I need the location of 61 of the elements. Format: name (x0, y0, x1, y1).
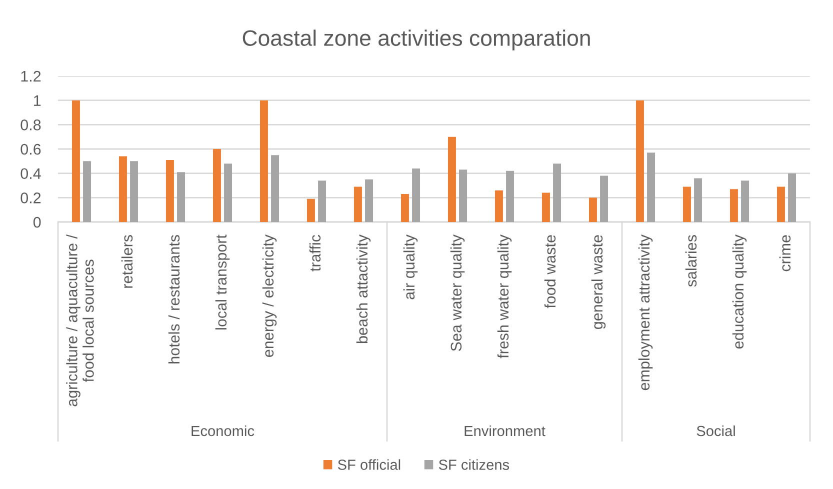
bar (459, 170, 468, 222)
x-tick-label: air quality (403, 234, 418, 300)
y-tick-label: 0.4 (20, 168, 41, 180)
bar (636, 100, 644, 222)
bar (788, 173, 796, 222)
bar (72, 100, 80, 222)
x-axis-title: Economic (192, 425, 254, 436)
bar (730, 189, 738, 222)
bar (553, 164, 562, 222)
x-tick-label: beach attactivity (356, 234, 371, 344)
x-tick-label: employment attractivity (638, 234, 653, 390)
x-tick-label: Sea water quality (450, 234, 465, 351)
bar (318, 180, 326, 222)
x-tick-label: retailers (121, 235, 133, 288)
bar (212, 149, 221, 222)
y-tick-label: 0.8 (20, 120, 41, 130)
x-tick-label: food waste (544, 235, 556, 308)
x-tick-label: hotels / restaurants (168, 235, 180, 364)
bar (694, 178, 702, 222)
x-tick-label: traffic (309, 234, 321, 272)
bar (271, 155, 280, 222)
bar (365, 179, 374, 222)
bar (506, 170, 514, 222)
bar (542, 192, 550, 222)
y-tick-label: 1 (34, 95, 41, 106)
y-tick-label: 0.2 (20, 192, 41, 204)
bar (682, 186, 691, 222)
bar (741, 180, 750, 222)
bar (600, 176, 608, 222)
bar (354, 186, 362, 222)
x-tick-label: general waste (591, 235, 606, 329)
y-tick-label: 0.6 (20, 144, 41, 155)
x-tick-label: education quality (732, 234, 747, 349)
bar (224, 164, 232, 222)
bar (118, 156, 127, 222)
x-tick-label: salaries (685, 235, 697, 287)
x-tick-label: fresh water quality (497, 234, 512, 358)
x-axis-title: Social (696, 425, 735, 436)
bar (83, 161, 92, 222)
y-tick-label: 1.2 (21, 70, 41, 82)
bar (412, 168, 420, 222)
bar (306, 198, 315, 222)
chart-title: Coastal zone activities comparation (242, 30, 590, 50)
bar (448, 136, 456, 222)
bar (494, 190, 503, 222)
bar (166, 160, 174, 222)
bar (776, 186, 785, 222)
bar (400, 194, 409, 222)
x-tick-label: energy / electricity (262, 234, 277, 357)
bar (130, 161, 138, 222)
bar (260, 100, 268, 222)
legend-label: SF citizens (438, 459, 510, 470)
bar (177, 172, 186, 222)
legend-label: SF official (338, 459, 400, 470)
bar (647, 152, 656, 222)
x-axis-title: Environment (464, 425, 546, 436)
x-tick-label: agriculture / aquaculture / food local sources (66, 234, 94, 406)
bar (588, 198, 597, 222)
y-tick-label: 0 (33, 216, 41, 228)
x-tick-label: local transport (215, 234, 230, 330)
x-tick-label: crime (779, 235, 791, 272)
